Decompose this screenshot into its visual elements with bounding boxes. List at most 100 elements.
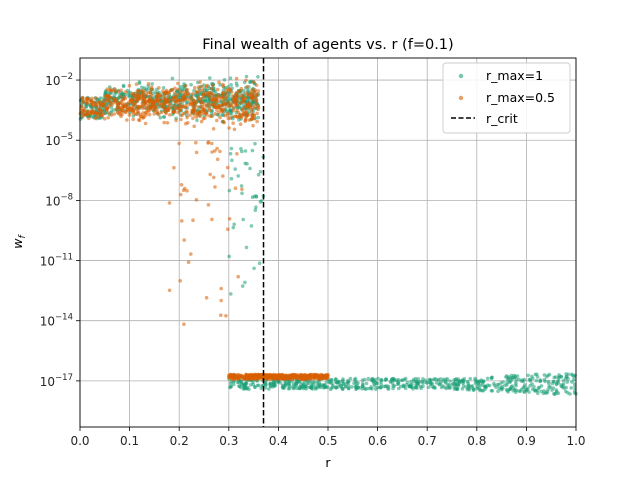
point-s1: [249, 117, 254, 122]
point-s1: [244, 78, 248, 83]
point-s1: [222, 107, 226, 112]
point-s1: [314, 373, 318, 378]
point-s1: [178, 108, 183, 112]
point-s1: [147, 108, 151, 113]
point-s0: [360, 378, 365, 383]
point-s1: [149, 93, 154, 97]
point-s0: [256, 172, 261, 177]
point-s1: [176, 87, 180, 92]
point-s1: [138, 112, 143, 117]
point-s1: [233, 373, 238, 378]
point-s1: [231, 108, 235, 113]
point-s0: [317, 381, 322, 385]
point-s1: [195, 104, 199, 109]
point-s0: [263, 382, 268, 387]
point-s0: [530, 387, 535, 392]
point-s1: [236, 110, 241, 115]
point-s0: [564, 389, 568, 394]
point-s0: [231, 225, 236, 230]
point-s1: [143, 96, 147, 101]
point-s1: [110, 102, 114, 107]
point-s1: [178, 192, 183, 197]
point-s1: [211, 92, 215, 97]
point-s0: [348, 376, 353, 381]
point-s1: [218, 149, 222, 154]
point-s0: [258, 169, 263, 174]
point-s1: [226, 227, 230, 231]
point-s0: [530, 382, 534, 386]
point-s1: [244, 91, 248, 95]
point-s1: [172, 91, 177, 95]
point-s0: [510, 384, 514, 388]
point-s1: [227, 217, 232, 221]
point-s1: [228, 87, 232, 92]
point-s1: [87, 116, 91, 121]
point-s0: [546, 379, 551, 384]
point-s1: [240, 107, 245, 112]
point-s1: [134, 94, 139, 98]
point-s1: [157, 86, 161, 90]
point-s0: [312, 380, 317, 384]
point-s1: [140, 101, 144, 106]
point-s0: [528, 379, 533, 383]
point-s1: [113, 89, 117, 94]
point-s1: [102, 98, 106, 103]
point-s1: [91, 108, 95, 112]
point-s1: [295, 376, 300, 381]
point-s0: [271, 381, 276, 385]
point-s0: [241, 217, 245, 222]
point-s0: [228, 385, 232, 390]
point-s1: [200, 88, 205, 92]
point-s1: [249, 95, 253, 100]
point-s1: [227, 126, 231, 130]
point-s0: [227, 254, 231, 259]
point-s0: [162, 115, 167, 119]
point-s1: [251, 80, 256, 84]
point-s1: [198, 114, 202, 119]
point-s0: [518, 389, 522, 394]
point-s1: [181, 94, 186, 98]
point-s0: [228, 151, 233, 156]
point-s1: [313, 376, 317, 380]
point-s1: [119, 94, 123, 99]
point-s0: [374, 387, 378, 391]
point-s1: [223, 102, 228, 106]
point-s0: [233, 167, 237, 171]
point-s1: [179, 183, 184, 187]
point-s0: [475, 384, 479, 389]
point-s0: [539, 384, 544, 388]
point-s1: [245, 374, 250, 379]
point-s1: [215, 157, 220, 162]
legend-marker-series-0: [458, 73, 464, 79]
point-s0: [501, 380, 505, 384]
point-s0: [259, 199, 264, 203]
point-s0: [241, 89, 246, 93]
point-s0: [542, 377, 547, 382]
point-s1: [130, 91, 134, 96]
point-s1: [251, 123, 255, 128]
point-s1: [135, 109, 140, 114]
point-s1: [249, 90, 254, 95]
point-s1: [264, 373, 268, 377]
point-s1: [221, 99, 226, 103]
point-s1: [160, 104, 164, 109]
point-s0: [400, 378, 405, 383]
point-s0: [460, 387, 465, 391]
point-s0: [305, 382, 309, 386]
point-s1: [124, 103, 129, 108]
point-s0: [379, 382, 384, 387]
point-s1: [204, 85, 209, 89]
point-s1: [81, 100, 85, 104]
point-s1: [210, 83, 215, 87]
point-s1: [191, 116, 195, 121]
point-s0: [486, 383, 490, 388]
point-s1: [240, 375, 244, 380]
point-s1: [206, 140, 211, 144]
point-s0: [229, 146, 234, 151]
point-s0: [378, 385, 382, 390]
point-s0: [552, 375, 556, 380]
point-s0: [379, 378, 384, 383]
point-s0: [331, 385, 335, 389]
point-s1: [239, 115, 243, 120]
point-s0: [456, 377, 461, 381]
